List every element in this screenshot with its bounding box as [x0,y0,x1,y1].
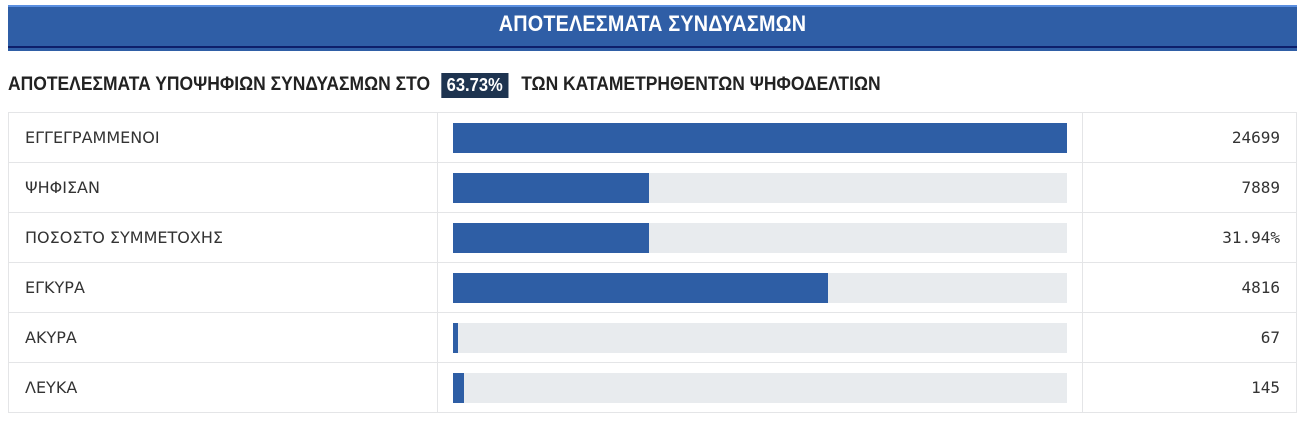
row-label: ΑΚΥΡΑ [8,312,438,363]
row-label: ΠΟΣΟΣΤΟ ΣΥΜΜΕΤΟΧΗΣ [8,212,438,263]
header-banner: ΑΠΟΤΕΛΕΣΜΑΤΑ ΣΥΝΔΥΑΣΜΩΝ [8,5,1297,51]
progress-bar-fill [453,122,1067,153]
row-label: ΨΗΦΙΣΑΝ [8,162,438,213]
progress-bar-fill [453,222,650,253]
row-bar-cell [437,162,1083,213]
page-title: ΑΠΟΤΕΛΕΣΜΑΤΑ ΣΥΝΔΥΑΣΜΩΝ [498,11,807,36]
header-divider [8,46,1297,48]
table-row: ΛΕΥΚΑ 145 [8,362,1297,413]
progress-bar-track [453,372,1067,403]
row-value: 7889 [1082,162,1297,213]
progress-bar-track [453,122,1067,153]
row-value: 24699 [1082,112,1297,163]
row-value: 145 [1082,362,1297,413]
table-row: ΑΚΥΡΑ 67 [8,312,1297,363]
table-row: ΕΓΓΕΓΡΑΜΜΕΝΟΙ 24699 [8,112,1297,163]
row-label: ΕΓΓΕΓΡΑΜΜΕΝΟΙ [8,112,438,163]
row-value: 31.94% [1082,212,1297,263]
progress-bar-fill [453,322,459,353]
progress-bar-track [453,172,1067,203]
row-label: ΕΓΚΥΡΑ [8,262,438,313]
row-bar-cell [437,112,1083,163]
subtitle-suffix: ΤΩΝ ΚΑΤΑΜΕΤΡΗΘΕΝΤΩΝ ΨΗΦΟΔΕΛΤΙΩΝ [521,74,881,95]
results-subtitle: ΑΠΟΤΕΛΕΣΜΑΤΑ ΥΠΟΨΗΦΙΩΝ ΣΥΝΔΥΑΣΜΩΝ ΣΤΟ 63… [8,71,881,99]
progress-bar-track [453,272,1067,303]
progress-bar-fill [453,272,828,303]
row-bar-cell [437,262,1083,313]
table-row: ΠΟΣΟΣΤΟ ΣΥΜΜΕΤΟΧΗΣ 31.94% [8,212,1297,263]
counted-percentage-badge: 63.73% [441,72,509,98]
row-bar-cell [437,362,1083,413]
progress-bar-track [453,322,1067,353]
table-row: ΨΗΦΙΣΑΝ 7889 [8,162,1297,213]
results-table: ΕΓΓΕΓΡΑΜΜΕΝΟΙ 24699 ΨΗΦΙΣΑΝ 7889 ΠΟΣΟΣΤΟ… [8,112,1297,413]
progress-bar-track [453,222,1067,253]
row-label: ΛΕΥΚΑ [8,362,438,413]
row-value: 67 [1082,312,1297,363]
subtitle-prefix: ΑΠΟΤΕΛΕΣΜΑΤΑ ΥΠΟΨΗΦΙΩΝ ΣΥΝΔΥΑΣΜΩΝ ΣΤΟ [8,74,431,95]
row-bar-cell [437,312,1083,363]
table-row: ΕΓΚΥΡΑ 4816 [8,262,1297,313]
progress-bar-fill [453,172,650,203]
progress-bar-fill [453,372,465,403]
row-bar-cell [437,212,1083,263]
row-value: 4816 [1082,262,1297,313]
